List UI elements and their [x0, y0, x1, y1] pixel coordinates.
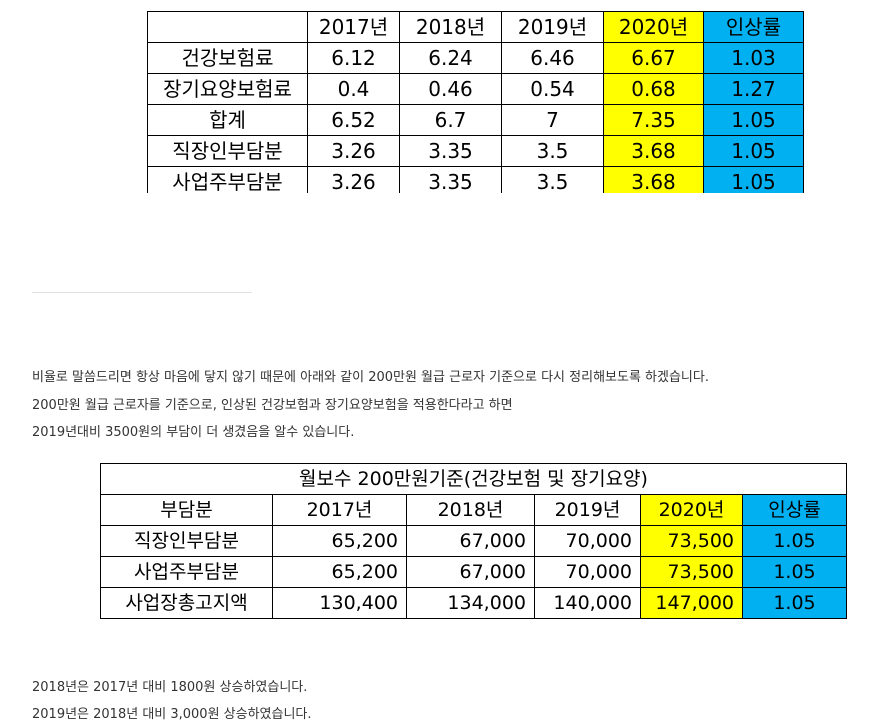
table-cell: 6.12: [307, 42, 400, 74]
table-cell: 1.05: [742, 587, 847, 619]
table-cell: 1.05: [742, 525, 847, 557]
table-cell: 7: [501, 104, 604, 136]
table-cell: 1.05: [703, 166, 804, 193]
row-label: 사업주부담분: [147, 166, 308, 193]
table-cell: 134,000: [406, 587, 535, 619]
row-label: 합계: [147, 104, 308, 136]
paragraph: 비율로 말씀드리면 항상 마음에 닿지 않기 때문에 아래와 같이 200만원 …: [32, 370, 709, 385]
table-cell: 6.46: [501, 42, 604, 74]
divider: [32, 292, 252, 293]
table-cell: 70,000: [534, 525, 641, 557]
table-row: 사업장총고지액 130,400 134,000 140,000 147,000 …: [100, 587, 847, 619]
footer-line: 2019년은 2018년 대비 3,000원 상승하였습니다.: [32, 707, 312, 722]
pay-table-title: 월보수 200만원기준(건강보험 및 장기요양): [100, 463, 847, 495]
table-cell: 3.5: [501, 166, 604, 193]
header-cell: 2019년: [501, 11, 604, 43]
table-row: 직장인부담분 3.26 3.35 3.5 3.68 1.05: [147, 135, 804, 167]
table-cell: 6.52: [307, 104, 400, 136]
table-cell: 0.54: [501, 73, 604, 105]
paragraph: 2019년대비 3500원의 부담이 더 생겼음을 알수 있습니다.: [32, 425, 355, 440]
header-cell: 인상률: [703, 11, 804, 43]
table-cell: 3.26: [307, 135, 400, 167]
table-cell: 147,000: [640, 587, 743, 619]
header-cell: 2018년: [399, 11, 502, 43]
header-cell: 부담분: [100, 494, 273, 526]
table-row: 건강보험료 6.12 6.24 6.46 6.67 1.03: [147, 42, 804, 74]
row-label: 직장인부담분: [100, 525, 273, 557]
pay-table-title-row: 월보수 200만원기준(건강보험 및 장기요양): [100, 463, 847, 495]
header-cell: 인상률: [742, 494, 847, 526]
table-cell: 1.05: [742, 556, 847, 588]
table-cell: 67,000: [406, 525, 535, 557]
table-cell: 73,500: [640, 525, 743, 557]
table-cell: 67,000: [406, 556, 535, 588]
table-cell: 3.68: [603, 135, 704, 167]
table-cell: 6.7: [399, 104, 502, 136]
table-cell: 0.68: [603, 73, 704, 105]
row-label: 장기요양보험료: [147, 73, 308, 105]
table-cell: 3.35: [399, 135, 502, 167]
table-cell: 0.4: [307, 73, 400, 105]
table-cell: 6.67: [603, 42, 704, 74]
table-row: 사업주부담분 65,200 67,000 70,000 73,500 1.05: [100, 556, 847, 588]
table-cell: 130,400: [272, 587, 407, 619]
table-cell: 1.05: [703, 104, 804, 136]
header-cell: 2017년: [307, 11, 400, 43]
rate-table-header-row: 2017년 2018년 2019년 2020년 인상률: [147, 11, 804, 43]
row-label: 사업주부담분: [100, 556, 273, 588]
table-row: 합계 6.52 6.7 7 7.35 1.05: [147, 104, 804, 136]
table-cell: 3.35: [399, 166, 502, 193]
row-label: 사업장총고지액: [100, 587, 273, 619]
pay-table: 월보수 200만원기준(건강보험 및 장기요양) 부담분 2017년 2018년…: [100, 463, 847, 619]
header-cell: 2020년: [603, 11, 704, 43]
table-cell: 70,000: [534, 556, 641, 588]
row-label: 건강보험료: [147, 42, 308, 74]
table-cell: 73,500: [640, 556, 743, 588]
footer-line: 2018년은 2017년 대비 1800원 상승하였습니다.: [32, 680, 308, 695]
table-cell: 3.5: [501, 135, 604, 167]
table-cell: 65,200: [272, 525, 407, 557]
table-cell: 3.26: [307, 166, 400, 193]
header-cell: 2020년: [640, 494, 743, 526]
table-cell: 1.03: [703, 42, 804, 74]
table-cell: 1.27: [703, 73, 804, 105]
rate-table: 2017년 2018년 2019년 2020년 인상률 건강보험료 6.12 6…: [147, 11, 804, 193]
header-cell: 2017년: [272, 494, 407, 526]
table-row: 직장인부담분 65,200 67,000 70,000 73,500 1.05: [100, 525, 847, 557]
pay-table-header-row: 부담분 2017년 2018년 2019년 2020년 인상률: [100, 494, 847, 526]
table-cell: 3.68: [603, 166, 704, 193]
table-cell: 6.24: [399, 42, 502, 74]
table-row: 사업주부담분 3.26 3.35 3.5 3.68 1.05: [147, 166, 804, 193]
table-cell: 65,200: [272, 556, 407, 588]
table-cell: 0.46: [399, 73, 502, 105]
table-cell: 1.05: [703, 135, 804, 167]
header-cell: 2018년: [406, 494, 535, 526]
row-label: 직장인부담분: [147, 135, 308, 167]
paragraph: 200만원 월급 근로자를 기준으로, 인상된 건강보험과 장기요양보험을 적용…: [32, 398, 513, 413]
rate-table-container: 2017년 2018년 2019년 2020년 인상률 건강보험료 6.12 6…: [145, 8, 815, 193]
header-cell: [147, 11, 308, 43]
table-cell: 7.35: [603, 104, 704, 136]
header-cell: 2019년: [534, 494, 641, 526]
table-cell: 140,000: [534, 587, 641, 619]
table-row: 장기요양보험료 0.4 0.46 0.54 0.68 1.27: [147, 73, 804, 105]
